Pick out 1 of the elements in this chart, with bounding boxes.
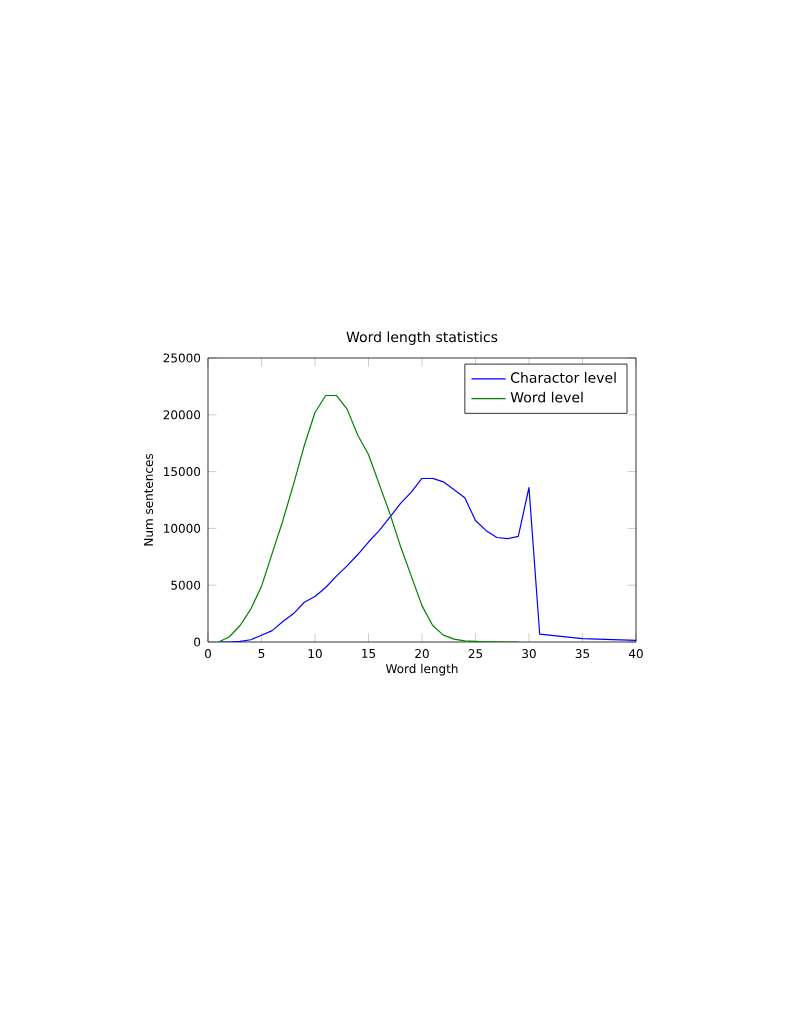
line-series <box>218 477 636 642</box>
